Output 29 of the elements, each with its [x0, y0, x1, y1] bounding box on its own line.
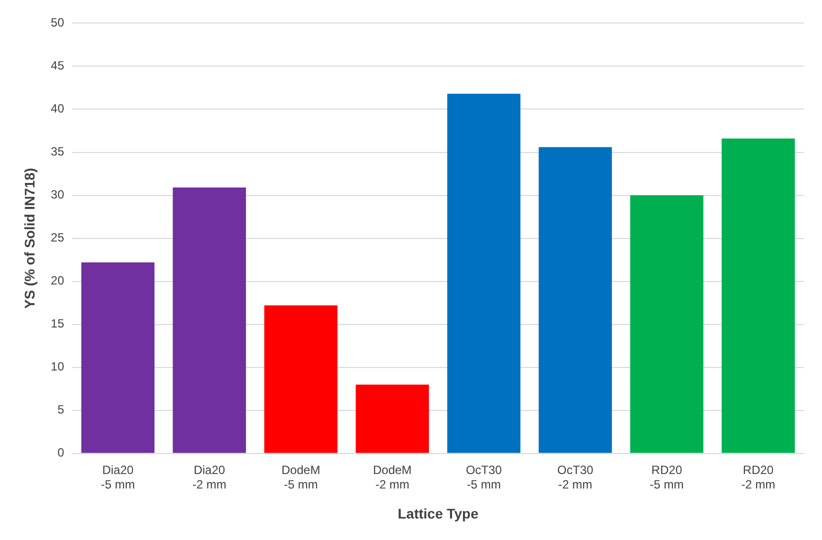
- y-tick-label: 0: [57, 446, 64, 460]
- bar: [447, 94, 520, 453]
- x-tick-label: DodeM -2 mm: [372, 462, 412, 492]
- x-tick-label: RD20 -5 mm: [650, 462, 684, 492]
- bar: [264, 305, 338, 453]
- bar: [172, 188, 246, 453]
- y-tick-label: 15: [50, 316, 64, 331]
- x-tick-label: Dia20 -2 mm: [192, 462, 226, 492]
- y-tick-label: 5: [57, 402, 64, 417]
- x-tick-label: OcT30 -5 mm: [466, 462, 502, 492]
- y-tick-label: 25: [50, 230, 64, 245]
- y-tick-label: 45: [50, 58, 64, 73]
- y-axis-title: YS (% of Solid IN718): [21, 168, 38, 309]
- bar: [356, 384, 429, 453]
- bar: [630, 195, 704, 453]
- y-tick-label: 30: [50, 188, 64, 202]
- y-tick-label: 35: [50, 144, 64, 159]
- y-tick-label: 50: [50, 16, 64, 30]
- y-tick-label: 40: [50, 102, 64, 116]
- y-tick-label: 20: [50, 274, 64, 288]
- x-tick-label: RD20 -2 mm: [741, 462, 776, 492]
- x-axis-title: Lattice Type: [398, 505, 479, 522]
- x-tick-label: OcT30 -2 mm: [557, 462, 594, 492]
- x-tick-label: Dia20 -5 mm: [100, 462, 135, 492]
- y-tick-label: 10: [50, 360, 64, 374]
- x-tick-label: DodeM -5 mm: [282, 462, 320, 492]
- bar: [81, 262, 154, 453]
- bar: [538, 147, 612, 453]
- bar: [722, 138, 795, 453]
